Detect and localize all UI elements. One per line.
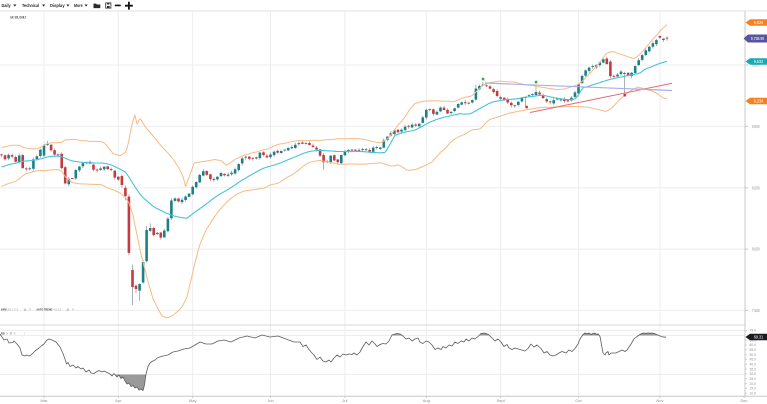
svg-text:10.0: 10.0 (750, 392, 756, 396)
svg-text:55.0: 55.0 (750, 348, 756, 352)
svg-text:Aug: Aug (423, 398, 430, 403)
svg-text:75.0: 75.0 (750, 329, 756, 333)
svg-text:9,234: 9,234 (754, 99, 764, 104)
svg-text:45.0: 45.0 (750, 358, 756, 362)
svg-text:Display: Display (50, 3, 65, 8)
svg-text:Dec: Dec (740, 398, 747, 403)
svg-text:⚙: ⚙ (66, 308, 69, 312)
svg-text:Oct: Oct (575, 398, 582, 403)
svg-text:9,829: 9,829 (754, 20, 764, 25)
svg-text:⚙: ⚙ (9, 332, 12, 336)
svg-text:9,758.90: 9,758.90 (751, 36, 765, 41)
svg-text:9,532: 9,532 (754, 59, 764, 64)
svg-text:⚙: ⚙ (24, 308, 27, 312)
svg-text:9,500: 9,500 (752, 63, 760, 68)
svg-text:25.0: 25.0 (750, 377, 756, 381)
svg-text:Jul: Jul (342, 398, 347, 403)
svg-text:UK 100, DAILY: UK 100, DAILY (10, 15, 26, 19)
svg-text:May: May (189, 398, 197, 403)
svg-text:RSI: RSI (1, 331, 5, 335)
svg-text:4 9 3 2: 4 9 3 2 (53, 308, 61, 312)
svg-text:Technical: Technical (22, 3, 39, 8)
svg-text:15.0: 15.0 (750, 387, 756, 391)
svg-text:8,500: 8,500 (752, 185, 760, 190)
svg-text:Nov: Nov (656, 398, 663, 403)
svg-text:↑: ↑ (24, 331, 26, 336)
svg-text:✕: ✕ (29, 308, 32, 312)
svg-text:20.0: 20.0 (750, 382, 756, 386)
svg-text:Jun: Jun (267, 398, 273, 403)
svg-text:7,500: 7,500 (752, 308, 760, 313)
svg-text:69.31: 69.31 (754, 335, 764, 340)
svg-text:40.0: 40.0 (750, 363, 756, 367)
svg-text:VWAP: VWAP (1, 308, 7, 312)
svg-text:8,000: 8,000 (752, 247, 760, 252)
svg-text:✕: ✕ (72, 308, 75, 312)
svg-text:20 1 2 3: 20 1 2 3 (8, 308, 19, 312)
svg-text:AUTO TREND: AUTO TREND (36, 308, 52, 312)
svg-text:Mar: Mar (41, 398, 49, 403)
svg-text:60.0: 60.0 (750, 343, 756, 347)
svg-text:Apr: Apr (115, 398, 122, 403)
svg-text:65.0: 65.0 (750, 338, 756, 342)
svg-text:Sept: Sept (496, 398, 505, 403)
svg-text:Daily: Daily (2, 3, 12, 8)
svg-text:50.0: 50.0 (750, 353, 756, 357)
svg-text:35.0: 35.0 (750, 367, 756, 371)
svg-text:30.0: 30.0 (750, 372, 756, 376)
svg-text:14: 14 (6, 331, 9, 335)
svg-text:More: More (74, 3, 83, 8)
svg-text:9,000: 9,000 (752, 124, 760, 129)
svg-text:✕: ✕ (13, 331, 16, 335)
